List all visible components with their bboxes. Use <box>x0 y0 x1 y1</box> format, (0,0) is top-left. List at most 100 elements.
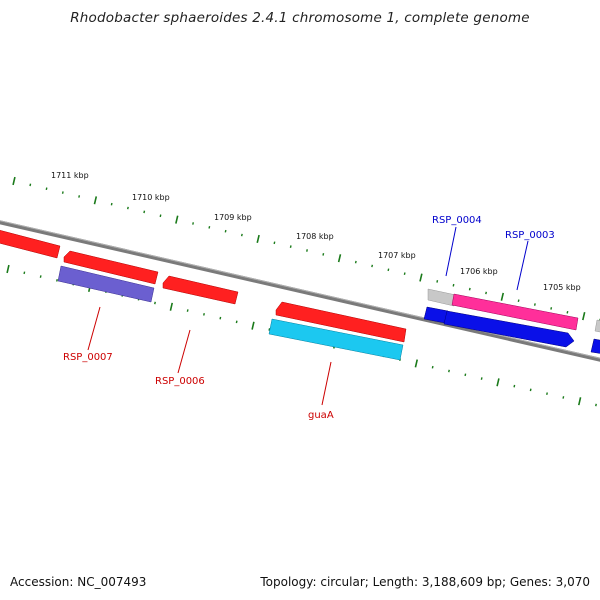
genome-summary-text: Topology: circular; Length: 3,188,609 bp… <box>260 575 590 589</box>
minor-tick <box>464 373 467 377</box>
minor-tick <box>23 271 26 275</box>
major-tick <box>496 378 500 387</box>
minor-tick <box>480 377 483 380</box>
leader-rsp0004 <box>445 226 457 277</box>
minor-tick <box>45 187 48 191</box>
minor-tick <box>452 283 455 287</box>
leader-rspo0006 <box>177 329 191 374</box>
minor-tick <box>517 299 520 303</box>
minor-tick <box>235 320 238 324</box>
gene-label-rsp0004[interactable]: RSP_0004 <box>432 215 482 226</box>
gene-arrow[interactable] <box>427 288 457 307</box>
minor-tick <box>143 210 146 214</box>
label-leaders <box>87 226 529 406</box>
minor-tick <box>78 195 81 198</box>
major-tick <box>256 234 260 243</box>
gene-arrow[interactable] <box>590 338 600 355</box>
gene-arrow[interactable] <box>275 301 407 343</box>
minor-tick <box>29 183 32 187</box>
major-tick <box>500 292 505 301</box>
backbone-highlight <box>0 220 600 359</box>
minor-tick <box>268 328 271 331</box>
minor-tick <box>306 249 308 252</box>
gene-arrow[interactable] <box>57 265 155 303</box>
gene-arrow[interactable] <box>268 318 404 361</box>
scale-label-1708: 1708 kbp <box>296 232 334 241</box>
major-tick <box>6 264 10 274</box>
minor-tick <box>159 214 162 218</box>
scale-label-1705: 1705 kbp <box>543 283 581 292</box>
major-tick <box>414 359 419 368</box>
minor-tick <box>208 226 211 229</box>
minor-tick <box>562 396 565 399</box>
gene-label-rsp0007[interactable]: RSP_0007 <box>63 352 113 363</box>
gene-label-rsp0006[interactable]: RSP_0006 <box>155 376 205 387</box>
major-tick <box>251 321 255 330</box>
minor-tick <box>431 365 434 369</box>
scale-label-1711: 1711 kbp <box>51 171 89 180</box>
gene-labels: RSP_0007 RSP_0006 guaA RSP_0004 RSP_0003 <box>63 215 555 421</box>
minor-tick <box>203 313 205 316</box>
minor-tick <box>387 268 390 272</box>
scale-label-1706: 1706 kbp <box>460 267 498 276</box>
minor-tick <box>289 245 292 248</box>
gene-label-rsp0003[interactable]: RSP_0003 <box>505 230 555 241</box>
minor-tick <box>154 301 156 305</box>
minor-tick <box>354 260 357 264</box>
minor-tick <box>219 316 222 320</box>
major-tick <box>582 312 586 321</box>
minor-tick <box>546 392 548 395</box>
scale-labels: 1711 kbp 1710 kbp 1709 kbp 1708 kbp 1707… <box>51 171 581 292</box>
gene-arrow[interactable] <box>162 275 239 305</box>
forward-strand-genes <box>0 229 600 343</box>
leader-guaa <box>321 361 332 406</box>
gene-arrow[interactable] <box>451 293 579 331</box>
minor-tick <box>468 287 471 291</box>
minor-tick <box>126 206 129 210</box>
minor-tick <box>224 229 227 233</box>
leader-rsp0007 <box>87 306 101 351</box>
minor-tick <box>529 388 532 392</box>
minor-tick <box>403 272 406 275</box>
chromosome-backbone <box>0 220 600 362</box>
gene-arrow[interactable] <box>594 319 600 334</box>
major-tick <box>169 302 174 311</box>
minor-tick <box>186 309 189 312</box>
minor-tick <box>533 303 536 306</box>
leader-rsp0003 <box>516 240 529 291</box>
minor-tick <box>550 307 553 310</box>
gene-label-guaa[interactable]: guaA <box>308 410 334 421</box>
reverse-strand-genes <box>57 265 600 361</box>
outer-scale-track <box>12 176 600 322</box>
minor-tick <box>56 279 58 282</box>
minor-tick <box>566 310 569 314</box>
scale-label-1707: 1707 kbp <box>378 251 416 260</box>
minor-tick <box>110 202 113 206</box>
minor-tick <box>273 241 276 245</box>
major-tick <box>93 196 98 205</box>
accession-text: Accession: NC_007493 <box>10 575 147 589</box>
minor-tick <box>39 275 42 278</box>
map-title: Rhodobacter sphaeroides 2.4.1 chromosome… <box>70 10 530 26</box>
scale-label-1709: 1709 kbp <box>214 213 252 222</box>
minor-tick <box>371 264 374 268</box>
scale-label-1710: 1710 kbp <box>132 193 170 202</box>
gene-arrow[interactable] <box>443 310 575 348</box>
minor-tick <box>240 233 243 237</box>
major-tick <box>577 397 582 406</box>
major-tick <box>337 254 342 263</box>
minor-tick <box>448 369 450 373</box>
major-tick <box>12 176 16 186</box>
minor-tick <box>61 191 64 194</box>
major-tick <box>419 273 423 282</box>
major-tick <box>175 215 179 224</box>
gene-arrow[interactable] <box>0 229 61 259</box>
gene-arrow[interactable] <box>63 250 159 285</box>
minor-tick <box>436 280 439 283</box>
minor-tick <box>513 384 516 388</box>
minor-tick <box>595 403 597 407</box>
minor-tick <box>192 222 195 225</box>
minor-tick <box>322 253 325 256</box>
minor-tick <box>485 291 488 295</box>
